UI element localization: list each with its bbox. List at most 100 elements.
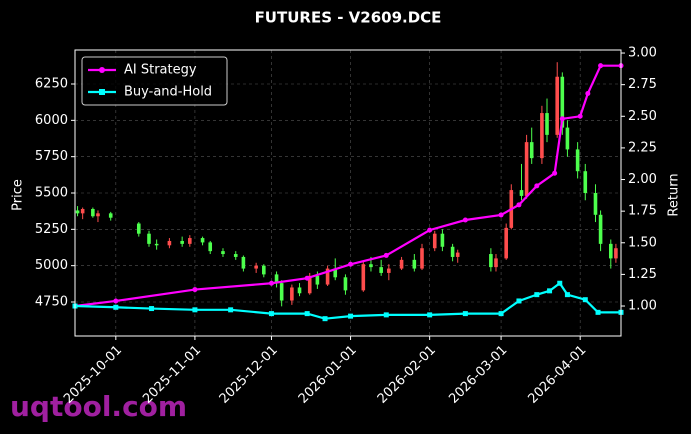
candle-body (325, 268, 330, 285)
line-marker (149, 306, 155, 312)
y-tick-label: 6250 (35, 77, 68, 92)
candle-body (450, 246, 455, 257)
candle-body (188, 238, 192, 244)
y2-tick-label: 2.00 (628, 172, 657, 187)
candle-body (432, 233, 437, 249)
candle-body (614, 248, 618, 259)
line-marker (564, 292, 570, 298)
candle-body (307, 275, 312, 294)
candle-body (369, 264, 373, 268)
candle-body (108, 213, 113, 218)
candle-body (75, 210, 80, 214)
candle-body (136, 223, 141, 234)
candle-body (279, 283, 284, 301)
candle-body (96, 213, 100, 217)
candle-body (560, 76, 565, 128)
y2-tick-label: 1.00 (628, 299, 657, 314)
line-marker (113, 298, 119, 304)
line-marker (304, 275, 310, 281)
candle-body (200, 238, 205, 243)
candle-body (540, 113, 544, 159)
line-marker (598, 63, 604, 69)
candle-body (565, 127, 570, 150)
candle-body (147, 233, 151, 244)
line-marker (582, 297, 588, 303)
candle-body (489, 254, 493, 268)
line-marker (534, 292, 540, 298)
line-marker (113, 304, 119, 310)
candle-body (91, 208, 95, 217)
y2-tick-label: 2.50 (628, 109, 657, 124)
y2-axis-label: Return (667, 173, 682, 216)
candle-body (221, 251, 225, 255)
y-tick-label: 5000 (35, 258, 68, 273)
candle-body (208, 242, 213, 252)
candle-body (290, 287, 294, 301)
candle-body (504, 227, 508, 259)
candle-body (241, 256, 246, 269)
line-marker (516, 298, 522, 304)
candle-body (608, 243, 613, 259)
candle-body (233, 254, 238, 257)
candle-body (274, 274, 279, 284)
candle-body (519, 190, 524, 196)
y-tick-label: 5250 (35, 222, 68, 237)
line-marker (268, 280, 274, 286)
candle-body (440, 233, 445, 247)
candle-body (494, 258, 498, 268)
line-marker (462, 217, 468, 223)
line-marker (192, 287, 198, 293)
line-marker (348, 313, 354, 319)
candle-body (315, 275, 320, 285)
candle-body (167, 240, 172, 246)
candle-body (583, 171, 588, 193)
watermark: uqtool.com (10, 390, 187, 423)
line-marker (427, 312, 433, 318)
line-marker (383, 312, 389, 318)
y-tick-label: 6000 (35, 113, 68, 128)
candle-body (180, 240, 184, 244)
y2-tick-label: 1.50 (628, 235, 657, 250)
y2-tick-label: 1.25 (628, 267, 657, 282)
line-marker (322, 316, 328, 322)
line-marker (304, 311, 310, 317)
legend-marker (99, 89, 105, 95)
y-axis-label: Price (11, 179, 26, 211)
candle-body (361, 264, 366, 291)
line-marker (595, 309, 601, 315)
line-marker (383, 252, 389, 258)
candle-body (297, 287, 302, 294)
legend-marker (99, 67, 105, 73)
candle-body (343, 277, 348, 291)
line-series (74, 64, 621, 308)
candle-body (399, 259, 404, 269)
y-tick-label: 5500 (35, 186, 68, 201)
line-marker (348, 261, 354, 267)
line-marker (462, 311, 468, 317)
y-tick-label: 4750 (35, 294, 68, 309)
legend-label: AI Strategy (124, 63, 197, 78)
line-marker (498, 212, 504, 218)
line-marker (228, 307, 234, 313)
candle-body (598, 214, 603, 244)
y2-tick-label: 1.75 (628, 204, 657, 219)
line-marker (557, 280, 563, 286)
candle-body (593, 193, 598, 215)
candle-body (555, 76, 560, 135)
line-marker (559, 116, 565, 122)
candle-body (529, 142, 534, 159)
plot-frame (74, 49, 622, 337)
candle-body (254, 265, 258, 269)
y2-tick-label: 2.25 (628, 140, 657, 155)
line-marker (552, 170, 558, 176)
candle-body (455, 252, 460, 257)
candle-body (387, 268, 391, 273)
y2-tick-label: 3.00 (628, 46, 657, 61)
candle-body (333, 268, 338, 278)
legend-box (81, 56, 228, 106)
line-marker (516, 202, 522, 208)
y2-tick-label: 2.75 (628, 77, 657, 92)
line-marker (498, 311, 504, 317)
candle-body (524, 142, 529, 196)
